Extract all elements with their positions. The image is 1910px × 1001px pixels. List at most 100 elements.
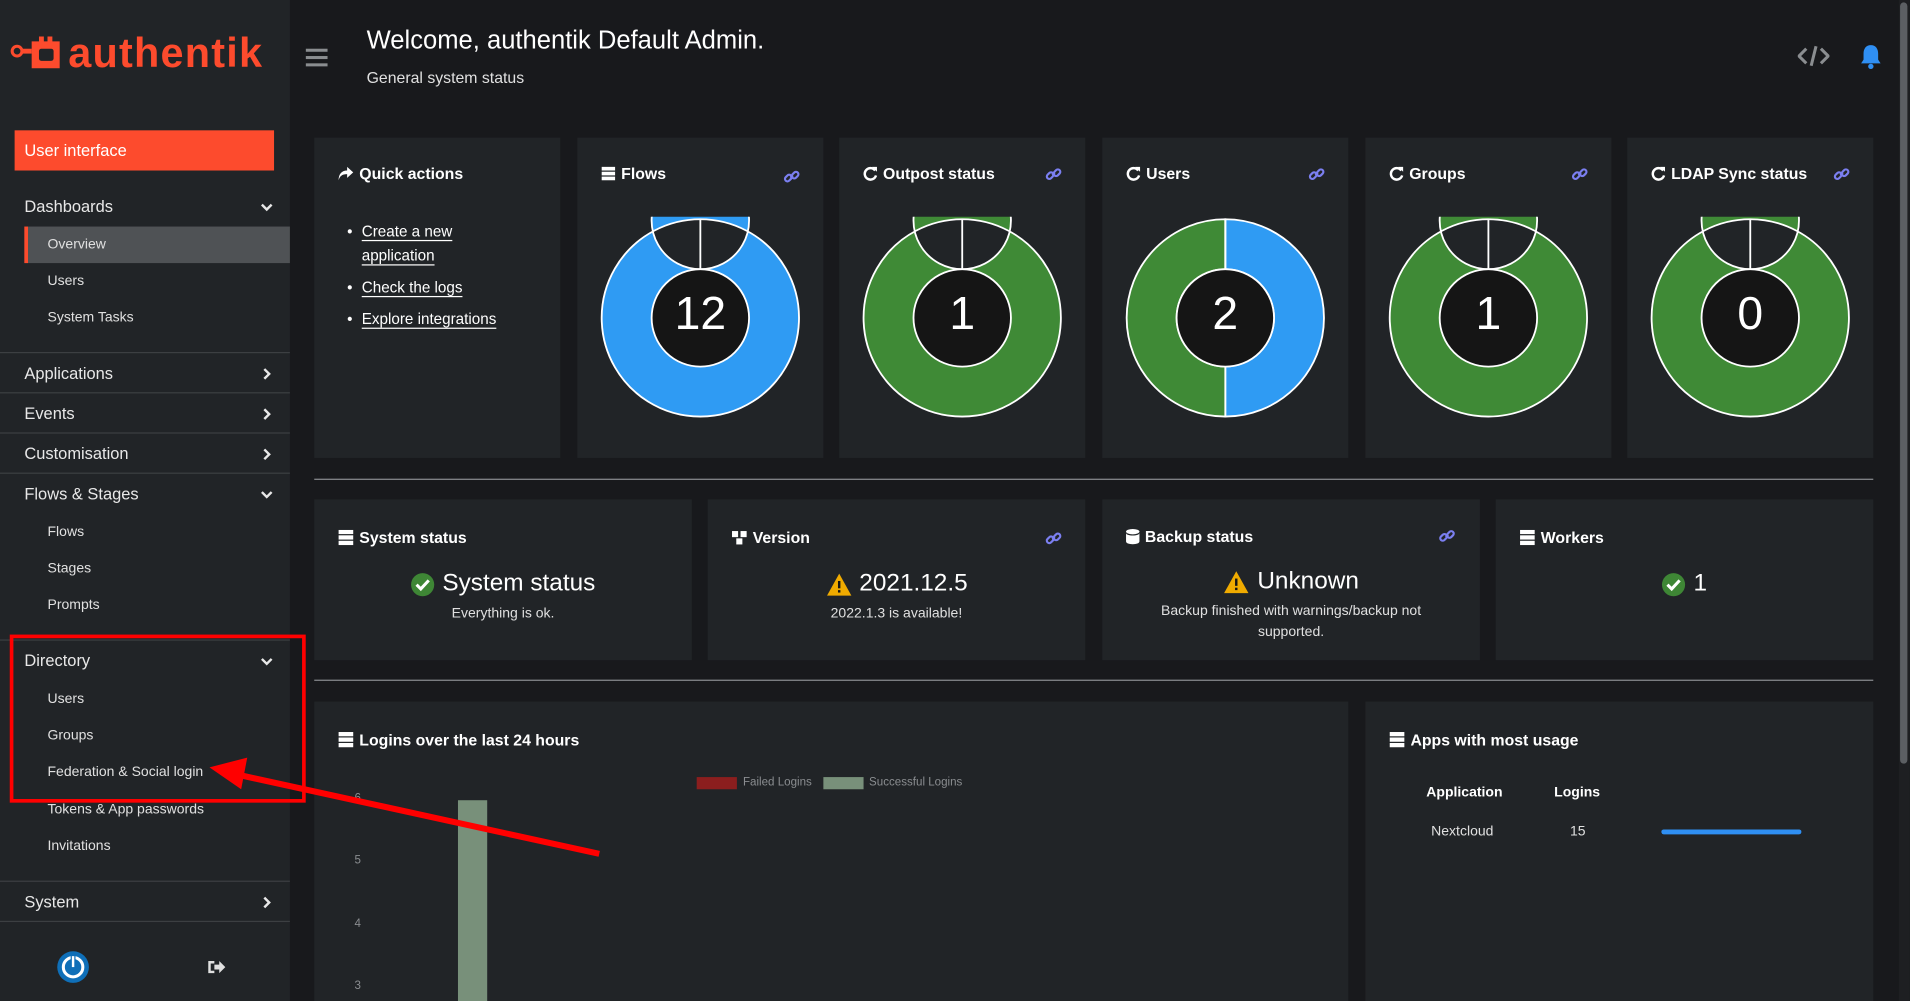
bell-notification-icon[interactable] <box>1860 44 1882 70</box>
link-icon[interactable] <box>1571 166 1588 183</box>
nav-group-directory[interactable]: Directory <box>0 641 290 681</box>
nav-group-events[interactable]: Events <box>0 393 290 433</box>
backup-status-title: Backup status <box>1125 527 1254 546</box>
card-title-label: System status <box>359 528 467 547</box>
quick-actions-title: Quick actions <box>337 164 464 183</box>
check-circle-icon <box>1662 572 1686 596</box>
logo-wordmark: authentik <box>68 30 263 76</box>
sign-out-icon[interactable] <box>207 959 226 976</box>
version-title: Version <box>731 529 810 547</box>
warning-triangle-icon <box>1224 570 1249 593</box>
explore-integrations-link[interactable]: Explore integrations <box>361 310 497 328</box>
legend-label-successful: Successful Logins <box>869 775 963 790</box>
y-tick-label: 4 <box>354 917 361 931</box>
version-value: 2021.12.5 <box>708 570 1086 598</box>
system-status-title: System status <box>337 528 467 547</box>
link-icon[interactable] <box>1833 166 1850 183</box>
nav-item-dashboard-users[interactable]: Users <box>47 274 85 289</box>
server-icon <box>338 732 354 748</box>
nav-group-applications[interactable]: Applications <box>0 353 290 393</box>
backup-status-detail: Backup finished with warnings/backup not… <box>1161 604 1422 640</box>
sidebar: authentik User interface Dashboards Over… <box>0 0 290 1001</box>
nav-item-groups[interactable]: Groups <box>47 728 94 743</box>
avatar-power-icon[interactable] <box>56 950 90 984</box>
quick-actions-label: Quick actions <box>359 164 464 183</box>
table-cell-logins: 15 <box>1570 824 1586 840</box>
system-status-card <box>314 499 692 661</box>
hamburger-menu-icon[interactable] <box>305 48 328 67</box>
donut-value: 2 <box>1212 288 1239 340</box>
section-divider <box>314 478 1874 480</box>
link-icon[interactable] <box>1045 166 1062 183</box>
nav-item-flows[interactable]: Flows <box>47 524 85 540</box>
server-icon <box>338 529 354 546</box>
page-subtitle: General system status <box>366 68 525 87</box>
card-title-label: LDAP Sync status <box>1671 164 1808 183</box>
authentik-logo[interactable]: authentik <box>10 29 285 78</box>
link-icon[interactable] <box>783 168 800 185</box>
user-interface-button[interactable]: User interface <box>14 130 275 171</box>
logins-chart-title: Logins over the last 24 hours <box>337 731 579 749</box>
system-status-value: System status <box>314 570 692 598</box>
nav-item-invitations[interactable]: Invitations <box>47 839 111 854</box>
nav-item-directory-users[interactable]: Users <box>47 691 85 707</box>
nav-group-dashboards[interactable]: Dashboards <box>0 186 290 226</box>
card-title-label: Backup status <box>1144 527 1254 546</box>
nav-item-stages[interactable]: Stages <box>47 561 92 577</box>
donut-card-title: Flows <box>600 164 666 183</box>
nav-group-customisation[interactable]: Customisation <box>0 434 290 474</box>
donut-hole <box>1700 268 1800 368</box>
nav-group-flows-stages[interactable]: Flows & Stages <box>0 474 290 514</box>
sidebar-divider <box>0 920 290 923</box>
database-icon <box>1126 528 1140 545</box>
workers-title: Workers <box>1519 529 1604 547</box>
scrollbar-thumb[interactable] <box>1900 2 1908 764</box>
chevron-right-icon <box>258 353 275 393</box>
workers-value: 1 <box>1496 570 1874 598</box>
status-text: System status <box>442 570 596 597</box>
list-item: Create a new application <box>347 219 505 268</box>
nav-group-label: Applications <box>24 364 114 383</box>
legend-swatch-successful <box>822 776 863 789</box>
donut-chart <box>1388 216 1588 418</box>
donut-value: 0 <box>1737 288 1764 340</box>
code-api-icon[interactable] <box>1797 45 1830 67</box>
page-title: Welcome, authentik Default Admin. <box>366 26 765 55</box>
warning-triangle-icon <box>826 573 851 595</box>
table-cell-application[interactable]: Nextcloud <box>1431 824 1494 840</box>
nav-item-prompts[interactable]: Prompts <box>47 598 100 613</box>
system-status-detail: Everything is ok. <box>451 606 555 622</box>
nav-item-federation-social-login[interactable]: Federation & Social login <box>47 764 204 780</box>
link-icon[interactable] <box>1045 530 1062 547</box>
sidebar-divider <box>0 392 290 394</box>
quick-actions-list: Create a new application Check the logs … <box>347 219 505 338</box>
check-logs-link[interactable]: Check the logs <box>361 278 463 296</box>
sync-icon <box>1651 166 1666 181</box>
list-icon <box>601 166 616 181</box>
status-text: 1 <box>1693 570 1708 597</box>
sidebar-divider <box>0 880 290 882</box>
highlight-box <box>9 634 306 803</box>
chevron-down-icon <box>258 186 275 226</box>
chevron-right-icon <box>258 434 275 474</box>
section-divider <box>314 679 1874 681</box>
sidebar-divider <box>0 352 290 354</box>
nav-item-overview[interactable]: Overview <box>24 226 290 264</box>
chevron-down-icon <box>258 474 275 514</box>
link-icon[interactable] <box>1438 527 1455 544</box>
column-header-logins: Logins <box>1554 785 1601 801</box>
sidebar-divider <box>0 639 290 641</box>
card-title-label: Outpost status <box>883 164 995 183</box>
nav-item-system-tasks[interactable]: System Tasks <box>47 310 134 326</box>
nav-group-system[interactable]: System <box>0 882 290 922</box>
nav-item-tokens-app-passwords[interactable]: Tokens & App passwords <box>47 802 205 818</box>
donut-chart <box>1125 218 1325 418</box>
link-icon[interactable] <box>1308 166 1325 183</box>
create-application-link[interactable]: Create a new application <box>361 222 453 265</box>
sync-icon <box>863 166 878 181</box>
donut-card-title: Outpost status <box>862 164 995 183</box>
usage-progress-bar <box>1661 829 1802 835</box>
nav-group-label: System <box>24 892 80 912</box>
list-item: Explore integrations <box>347 307 505 331</box>
